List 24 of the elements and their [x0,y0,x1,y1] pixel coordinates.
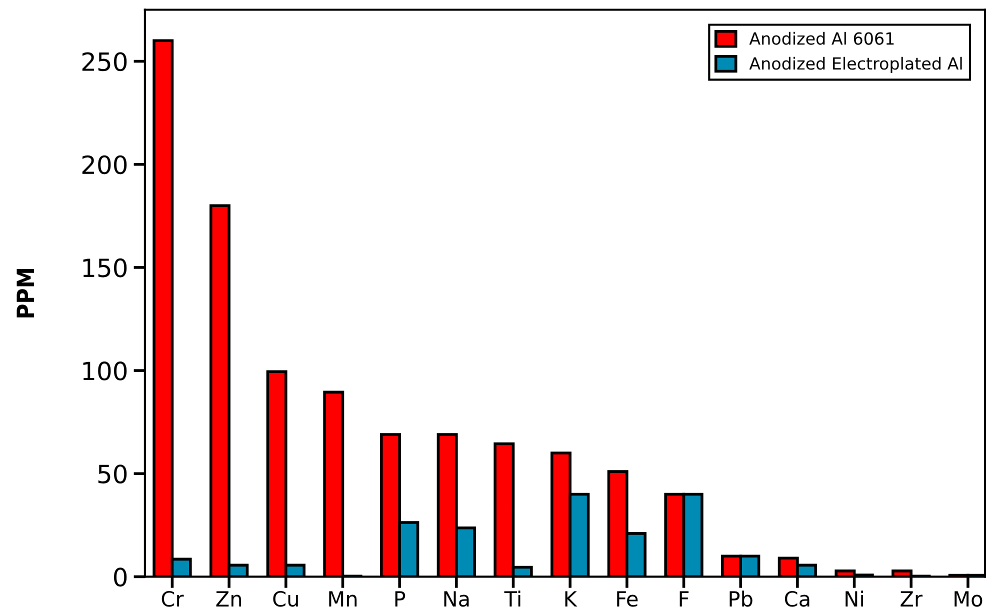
x-tick-label: Mn [329,591,357,606]
legend-label: Anodized Electroplated Al [749,56,962,74]
x-tick-label: Mo [954,591,982,607]
x-tick-label: F [680,591,689,606]
x-tick-label: Zn [216,591,242,606]
x-tick-label: Zr [900,591,923,606]
y-tick-label: 100 [83,361,127,380]
x-tick-label: Cr [162,590,184,607]
x-tick-label: Pb [730,590,752,607]
legend-label: Anodized Al 6061 [749,32,894,45]
x-tick-label: Fe [617,591,638,607]
x-tick-label: Cu [273,590,298,607]
x-tick-label: Na [444,591,469,607]
y-tick-label: 50 [98,464,127,484]
y-tick-label: 200 [82,155,127,174]
y-tick-label: 150 [83,258,127,278]
x-tick-label: Ca [784,590,810,607]
x-tick-label: Ti [504,590,520,606]
y-axis-title: PPM [16,269,34,318]
y-tick-label: 250 [82,52,127,72]
y-tick-label: 0 [114,568,127,587]
x-tick-label: K [565,591,578,606]
x-tick-label: P [395,591,406,606]
x-tick-label: Ni [846,590,864,606]
